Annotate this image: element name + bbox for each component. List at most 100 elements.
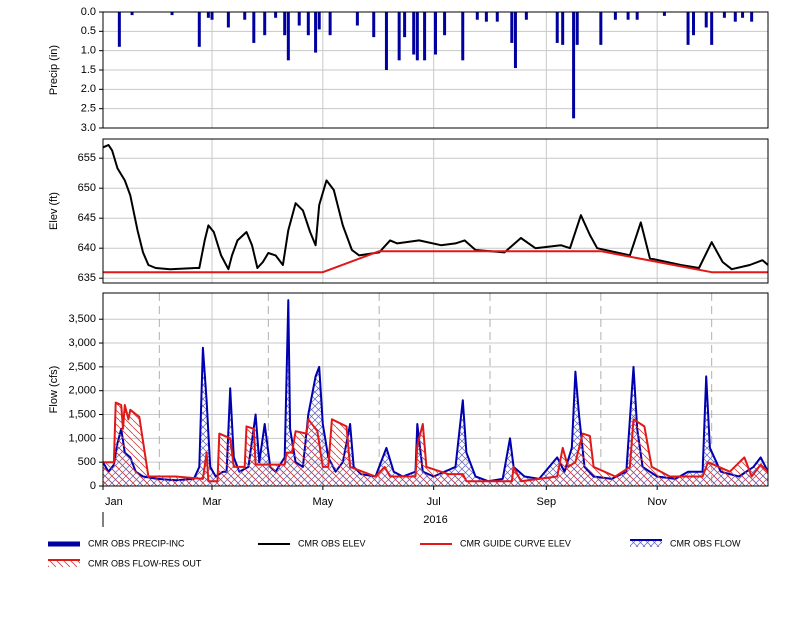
bar [117, 12, 121, 47]
bar [130, 12, 134, 16]
y-tick-label: 0.0 [81, 6, 96, 18]
y-axis-label: Flow (cfs) [48, 366, 60, 414]
bar [286, 12, 290, 61]
bar [733, 12, 737, 22]
bar [750, 12, 754, 22]
bar [423, 12, 427, 61]
bar [575, 12, 579, 45]
bar [722, 12, 726, 18]
y-tick-label: 655 [78, 152, 96, 164]
bar [692, 12, 696, 36]
bar [274, 12, 278, 18]
y-tick-label: 635 [78, 272, 96, 284]
area-fill [103, 300, 768, 486]
y-tick-label: 3,500 [68, 313, 96, 325]
bar [510, 12, 514, 43]
bar [434, 12, 437, 55]
legend-label: CMR GUIDE CURVE ELEV [460, 538, 571, 548]
bar [461, 12, 465, 61]
x-tick-label: Mar [203, 496, 222, 508]
bar [372, 12, 376, 38]
bar [397, 12, 401, 61]
y-tick-label: 500 [78, 456, 96, 468]
y-axis-label: Precip (in) [48, 45, 60, 95]
bar [741, 12, 745, 18]
panel-frame [102, 138, 769, 284]
bar [704, 12, 708, 28]
bar [170, 12, 174, 16]
bar [314, 12, 318, 53]
y-tick-label: 2.5 [81, 103, 96, 115]
panel-frame [102, 11, 769, 129]
x-tick-label: Sep [537, 496, 557, 508]
y-tick-label: 0 [90, 480, 96, 492]
y-tick-label: 2,500 [68, 361, 96, 373]
y-tick-label: 3,000 [68, 337, 96, 349]
y-tick-label: 650 [78, 182, 96, 194]
bar [662, 12, 666, 16]
panel-frame [102, 292, 769, 487]
bar [475, 12, 479, 20]
legend-label: CMR OBS ELEV [298, 538, 366, 548]
line [103, 144, 768, 271]
x-axis-label: 2016 [423, 514, 447, 526]
y-tick-label: 2,000 [68, 385, 96, 397]
y-tick-label: 1.0 [81, 45, 96, 57]
legend-swatch [48, 560, 80, 567]
bar [197, 12, 201, 47]
plot-area [103, 299, 768, 486]
bar [317, 12, 321, 30]
bar [210, 12, 214, 20]
y-tick-label: 640 [78, 242, 96, 254]
bar [263, 12, 267, 36]
x-tick-label: May [312, 496, 333, 508]
y-tick-label: 2.0 [81, 83, 96, 95]
plot-area [103, 144, 768, 274]
legend-label: CMR OBS FLOW-RES OUT [88, 558, 202, 568]
bar [443, 12, 447, 36]
bar [226, 12, 230, 28]
bar [626, 12, 630, 20]
bar [599, 12, 603, 45]
x-tick-label: Jan [105, 496, 123, 508]
plot-area [117, 12, 754, 119]
bar [283, 12, 287, 36]
y-tick-label: 1,000 [68, 432, 96, 444]
bar [572, 12, 576, 119]
y-tick-label: 0.5 [81, 25, 96, 37]
x-tick-label: Nov [647, 496, 667, 508]
bar [613, 12, 617, 20]
bar [252, 12, 256, 43]
bar [555, 12, 559, 43]
bar [403, 12, 407, 38]
bar [484, 12, 488, 22]
legend-swatch [630, 540, 662, 547]
legend-label: CMR OBS FLOW [670, 538, 741, 548]
y-tick-label: 1.5 [81, 64, 96, 76]
bar [328, 12, 332, 36]
bar [412, 12, 416, 55]
bar [513, 12, 517, 69]
bar [206, 12, 210, 18]
x-tick-label: Jul [427, 496, 441, 508]
y-tick-label: 1,500 [68, 408, 96, 420]
bar [243, 12, 247, 20]
bar [710, 12, 714, 45]
bar [384, 12, 388, 70]
line [103, 250, 768, 274]
y-tick-label: 3.0 [81, 122, 96, 134]
bar [524, 12, 528, 20]
y-axis-label: Elev (ft) [48, 192, 60, 230]
bar [495, 12, 499, 22]
bar [635, 12, 639, 20]
bar [355, 12, 359, 26]
bar [561, 12, 565, 45]
bar [306, 12, 310, 36]
bar [415, 12, 419, 61]
legend-label: CMR OBS PRECIP-INC [88, 538, 185, 548]
bar [297, 12, 301, 26]
bar [686, 12, 690, 45]
line [103, 401, 768, 483]
y-tick-label: 645 [78, 212, 96, 224]
